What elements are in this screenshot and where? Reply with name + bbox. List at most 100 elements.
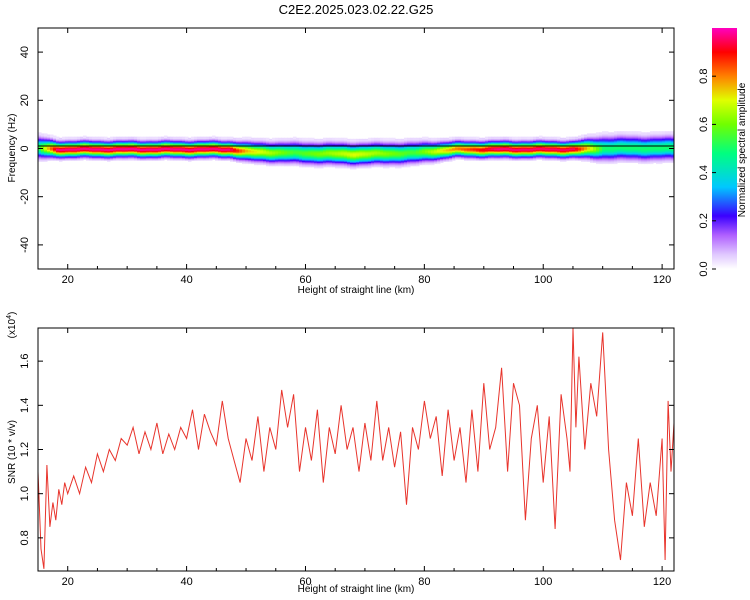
- spectrogram-cell: [611, 132, 615, 135]
- spectrogram-cell: [515, 136, 519, 140]
- spectrogram-cell: [461, 136, 465, 140]
- spectrogram-cell: [416, 137, 420, 141]
- spectrogram-cell: [146, 136, 150, 140]
- spectrogram-cell: [206, 136, 210, 140]
- spectrogram-cell: [491, 136, 495, 140]
- spectrogram-cell: [476, 136, 480, 140]
- spectrogram-cell: [227, 136, 231, 140]
- spectrogram-cell: [545, 136, 549, 140]
- spectrogram-cell: [479, 137, 483, 141]
- spectrogram-cell: [77, 136, 81, 140]
- spectrogram-cell: [80, 136, 84, 140]
- spectrogram-cell: [422, 136, 426, 140]
- spectrogram-cell: [50, 134, 54, 137]
- spectrogram-cell: [641, 132, 645, 135]
- spectrogram-cell: [332, 137, 336, 141]
- spectrogram-cell: [212, 135, 216, 139]
- x-tick-label: 80: [418, 274, 430, 286]
- spectrogram-cell: [347, 138, 351, 142]
- spectrogram-cell: [536, 136, 540, 140]
- spectrogram-cell: [266, 137, 270, 141]
- spectrogram-cell: [521, 136, 525, 140]
- spectrogram-cell: [662, 131, 666, 134]
- spectrogram-cell: [83, 135, 87, 139]
- spectrogram-cell: [665, 131, 669, 134]
- spectrogram-cell: [254, 137, 258, 141]
- spectrogram-cell: [356, 138, 360, 142]
- spectrogram-cell: [629, 131, 633, 134]
- spectrogram-cell: [500, 136, 504, 140]
- spectrogram-cell: [587, 133, 591, 136]
- spectrogram-cell: [401, 138, 405, 142]
- spectrogram-cell: [659, 131, 663, 134]
- spectrogram-cell: [104, 136, 108, 140]
- spectrogram-cell: [389, 137, 393, 141]
- spectrogram-cell: [647, 132, 651, 135]
- spectrogram-cell: [620, 131, 624, 134]
- spectrogram-cell: [557, 136, 561, 140]
- spectrogram-cell: [155, 136, 159, 140]
- spectrogram-cell: [425, 136, 429, 140]
- spectrogram-cell: [314, 138, 318, 142]
- spectrogram-cell: [113, 136, 117, 140]
- spectrogram-cell: [149, 136, 153, 140]
- spectrogram-cell: [74, 136, 78, 140]
- spectrogram-cell: [509, 136, 513, 140]
- spectrogram-cell: [317, 138, 321, 142]
- spectrogram-cell: [497, 136, 501, 140]
- spectrogram-cell: [161, 136, 165, 140]
- spectrogram-cell: [374, 137, 378, 141]
- spectrogram-cell: [467, 136, 471, 140]
- spectrogram-cell: [443, 137, 447, 141]
- spectrogram-cell: [575, 136, 579, 140]
- spectrogram-cell: [56, 136, 60, 140]
- spectrogram-cell: [395, 138, 399, 142]
- spectrogram-cell: [656, 131, 660, 134]
- spectrogram-cell: [464, 136, 468, 140]
- spectrogram-cell: [167, 136, 171, 140]
- spectrogram-cell: [122, 136, 126, 140]
- spectrogram-cell: [131, 136, 135, 140]
- spectrogram-cell: [269, 138, 273, 142]
- spectrogram-cell: [263, 137, 267, 141]
- spectrogram-cell: [287, 137, 291, 141]
- x-tick-label: 120: [653, 274, 671, 286]
- spectrogram-cell: [338, 137, 342, 141]
- spectrogram-cell: [281, 137, 285, 141]
- spectrogram-cell: [605, 131, 609, 134]
- spectrogram-cell: [383, 137, 387, 141]
- spectrogram-cell: [485, 136, 489, 140]
- spectrogram-cell: [218, 136, 222, 140]
- spectrogram-cell: [578, 135, 582, 139]
- spectrogram-cell: [173, 136, 177, 140]
- spectrogram-cell: [437, 137, 441, 141]
- spectrogram-cell: [176, 136, 180, 140]
- x-tick-label: 60: [299, 274, 311, 286]
- spectrogram-cell: [203, 136, 207, 140]
- spectrogram-cell: [320, 138, 324, 142]
- spectrogram-cell: [140, 136, 144, 140]
- spectrogram-cell: [41, 133, 45, 136]
- spectrogram-cell: [359, 138, 363, 142]
- spectrogram-cell: [110, 136, 114, 140]
- spectrogram-cell: [128, 136, 132, 140]
- spectrogram-cell: [308, 137, 312, 141]
- spectrogram-cell: [458, 136, 462, 140]
- x-tick-label: 100: [534, 274, 552, 286]
- spectrogram-cell: [623, 131, 627, 134]
- spectrogram-cell: [248, 136, 252, 140]
- spectrogram-cell: [335, 137, 339, 141]
- spectrogram-heat-layer: [38, 131, 674, 170]
- spectrogram-cell: [62, 136, 66, 140]
- spectrogram-cell: [92, 136, 96, 140]
- spectrogram-cell: [653, 131, 657, 134]
- spectrogram-cell: [191, 136, 195, 140]
- spectrogram-cell: [323, 137, 327, 141]
- spectrogram-cell: [152, 136, 156, 140]
- spectrogram-cell: [569, 136, 573, 140]
- spectrogram-cell: [626, 131, 630, 134]
- spectrogram-x-ticks: 20 40 60 80 100 120: [37, 28, 671, 286]
- x-tick-label: 40: [180, 274, 192, 286]
